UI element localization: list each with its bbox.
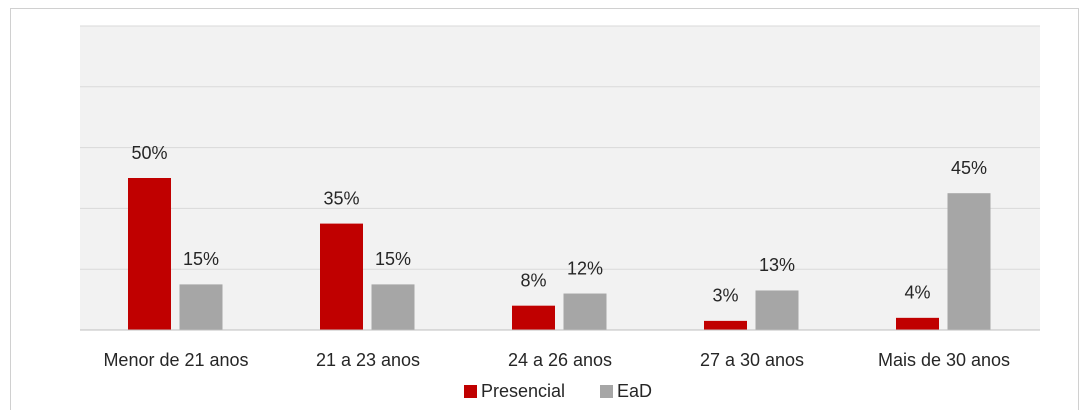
data-label: 13% [759,255,795,275]
legend-label: Presencial [481,381,565,401]
x-tick-label: 27 a 30 anos [700,350,804,370]
x-tick-label: 21 a 23 anos [316,350,420,370]
bar [896,317,939,330]
data-label: 3% [712,286,738,306]
legend-swatch [600,385,613,398]
data-label: 12% [567,258,603,278]
data-label: 8% [520,270,546,290]
bar [563,293,607,330]
data-label: 50% [131,143,167,163]
bar [128,178,171,330]
data-label: 45% [951,158,987,178]
bar [179,284,223,330]
x-tick-label: Menor de 21 anos [103,350,248,370]
x-tick-label: Mais de 30 anos [878,350,1010,370]
bar [947,193,991,330]
bar [371,284,415,330]
plot-area [80,26,1040,330]
data-label: 15% [375,249,411,269]
bar [755,290,799,330]
data-label: 35% [323,188,359,208]
x-tick-label: 24 a 26 anos [508,350,612,370]
bar [512,305,555,330]
data-label: 4% [904,283,930,303]
legend-swatch [464,385,477,398]
data-label: 15% [183,249,219,269]
bar [320,223,363,330]
bar [704,320,747,330]
legend-label: EaD [617,381,652,401]
